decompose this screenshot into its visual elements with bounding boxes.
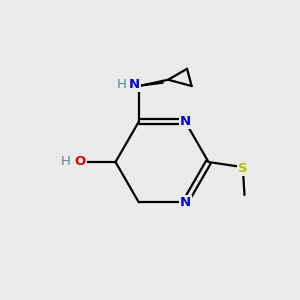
Text: O: O: [74, 155, 86, 168]
Text: S: S: [238, 161, 248, 175]
Text: N: N: [129, 78, 140, 91]
Text: N: N: [180, 196, 191, 209]
Text: H: H: [61, 155, 71, 168]
Text: H: H: [116, 78, 126, 91]
Text: N: N: [180, 115, 191, 128]
